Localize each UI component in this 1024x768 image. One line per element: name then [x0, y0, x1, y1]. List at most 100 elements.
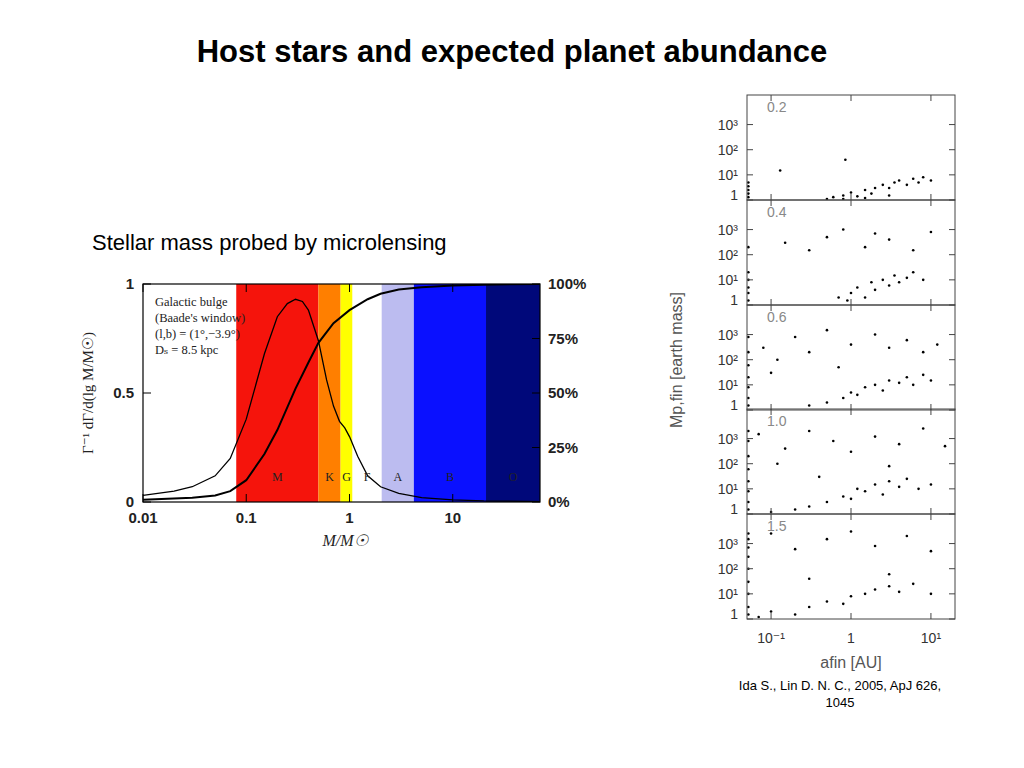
planet-point	[808, 249, 811, 252]
planet-point	[794, 508, 797, 511]
planet-point	[888, 194, 891, 197]
planet-point	[842, 397, 845, 400]
band-label: G	[342, 470, 351, 484]
y-tick-label: 10²	[718, 561, 739, 577]
planet-point	[898, 179, 901, 182]
y-tick	[747, 593, 753, 594]
planet-point	[922, 176, 925, 179]
planet-point	[882, 279, 885, 282]
y-tick-label: 1	[730, 501, 738, 517]
planet-point	[898, 591, 901, 594]
planet-point	[874, 232, 877, 235]
x-tick	[930, 95, 931, 101]
planet-point	[864, 246, 867, 249]
planet-point	[906, 184, 909, 187]
planet-point	[893, 181, 896, 184]
y-tick	[747, 124, 753, 125]
x-tick	[930, 305, 931, 311]
planet-point	[874, 333, 877, 336]
planet-point	[930, 379, 933, 382]
x-tick	[930, 299, 931, 305]
y-tick	[949, 488, 955, 489]
planet-point	[818, 476, 821, 479]
y-tick-label: 10³	[718, 222, 739, 238]
planet-point	[850, 595, 853, 598]
planet-point	[837, 366, 840, 369]
planet-point	[842, 603, 845, 606]
y-tick	[949, 463, 955, 464]
x-tick	[851, 514, 852, 520]
planet-point	[842, 228, 845, 231]
cumulative-line	[143, 284, 540, 500]
y-tick	[143, 502, 151, 503]
frame	[143, 284, 540, 502]
y-tick-label: 10²	[718, 352, 739, 368]
panel-frame	[747, 305, 955, 410]
y-tick	[949, 593, 955, 594]
planet-point	[850, 343, 853, 346]
x-tick	[349, 284, 350, 292]
x-tick-label: 10¹	[921, 630, 942, 646]
panel-frame	[747, 514, 955, 619]
slide-title: Host stars and expected planet abundance	[197, 34, 828, 69]
y-tick	[747, 174, 753, 175]
planet-point	[850, 450, 853, 453]
x-tick	[771, 194, 772, 200]
band-label: A	[393, 470, 402, 484]
y-tick-label: 10²	[718, 456, 739, 472]
planet-point	[888, 284, 891, 287]
planet-point	[832, 440, 835, 443]
planet-point	[762, 346, 765, 349]
y-tick-label: 0	[126, 493, 134, 510]
panel-label: 0.2	[767, 99, 787, 115]
planet-point	[912, 249, 915, 252]
chart-title: Stellar mass probed by microlensing	[92, 230, 447, 255]
planet-point	[874, 588, 877, 591]
x-tick	[771, 200, 772, 206]
band-label: K	[325, 470, 334, 484]
y2-tick-label: 75%	[548, 330, 578, 347]
x-tick	[930, 409, 931, 415]
planet-point	[808, 577, 811, 580]
y-tick	[949, 334, 955, 335]
x-tick	[851, 508, 852, 514]
panel-frame	[747, 200, 955, 305]
planet-point	[856, 394, 859, 397]
planet-point	[850, 530, 853, 533]
x-tick	[930, 508, 931, 514]
planet-point	[888, 379, 891, 382]
planet-point	[757, 616, 760, 619]
planet-point	[826, 329, 829, 332]
panel-label: 1.0	[767, 413, 787, 429]
x-tick	[851, 200, 852, 206]
y-tick-label: 10²	[718, 142, 739, 158]
y-tick	[949, 619, 955, 620]
x-tick	[930, 194, 931, 200]
type-band	[414, 284, 486, 502]
planet-point	[912, 583, 915, 586]
planet-point	[912, 271, 915, 274]
x-tick	[771, 305, 772, 311]
planet-point	[888, 187, 891, 190]
band-label: M	[272, 470, 283, 484]
y-tick	[747, 543, 753, 544]
planet-point	[888, 585, 891, 588]
panel-plot-area	[747, 530, 932, 618]
y2-tick	[532, 502, 540, 503]
x-tick-label: 0.1	[236, 509, 257, 526]
y-tick-label: 10²	[718, 247, 739, 263]
planet-point	[826, 401, 829, 404]
planet-point	[784, 241, 787, 244]
x-tick	[349, 494, 350, 502]
planet-point	[832, 196, 835, 199]
planet-point	[864, 386, 867, 389]
planet-point	[856, 488, 859, 491]
x-tick	[771, 95, 772, 101]
y-tick	[747, 149, 753, 150]
planet-point	[922, 279, 925, 282]
plot-bg	[143, 284, 540, 502]
y-tick	[747, 410, 753, 411]
x-tick	[851, 194, 852, 200]
planet-point	[898, 486, 901, 489]
y-tick	[747, 568, 753, 569]
